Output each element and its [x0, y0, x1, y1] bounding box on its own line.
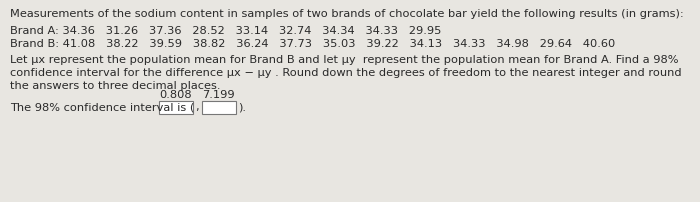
- Text: the answers to three decimal places.: the answers to three decimal places.: [10, 81, 220, 91]
- Text: The 98% confidence interval is (: The 98% confidence interval is (: [10, 102, 195, 112]
- Text: confidence interval for the difference μx − μy . Round down the degrees of freed: confidence interval for the difference μ…: [10, 68, 682, 78]
- Bar: [159, 101, 192, 114]
- Text: Brand A: 34.36   31.26   37.36   28.52   33.14   32.74   34.34   34.33   29.95: Brand A: 34.36 31.26 37.36 28.52 33.14 3…: [10, 26, 442, 36]
- Text: Measurements of the sodium content in samples of two brands of chocolate bar yie: Measurements of the sodium content in sa…: [10, 9, 684, 19]
- Text: 7.199: 7.199: [202, 90, 235, 101]
- Text: ).: ).: [238, 102, 246, 112]
- Text: Brand B: 41.08   38.22   39.59   38.82   36.24   37.73   35.03   39.22   34.13  : Brand B: 41.08 38.22 39.59 38.82 36.24 3…: [10, 39, 615, 49]
- Text: 0.808: 0.808: [160, 90, 192, 101]
- Text: Let μx represent the population mean for Brand B and let μy  represent the popul: Let μx represent the population mean for…: [10, 55, 678, 65]
- Bar: [202, 101, 236, 114]
- Text: ,: ,: [195, 102, 198, 112]
